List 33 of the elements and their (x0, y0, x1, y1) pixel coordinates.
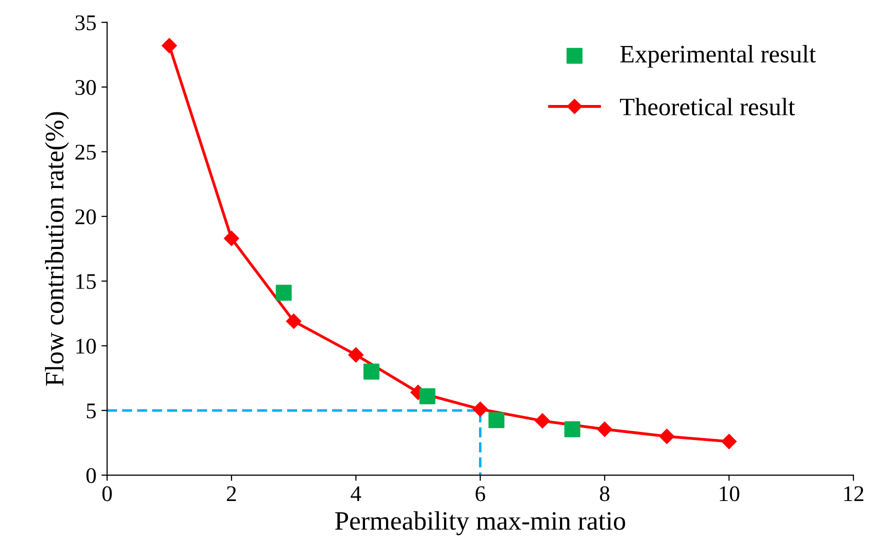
point (597, 422, 612, 437)
point (564, 421, 580, 438)
x-tick-label: 8 (600, 486, 610, 502)
x-axis-title: Permeability max-min ratio (335, 511, 626, 536)
x-tick-label: 6 (476, 486, 486, 502)
point (488, 412, 504, 428)
x-tick-label: 12 (844, 486, 864, 501)
point (419, 388, 436, 404)
x-tick-label: 0 (102, 486, 112, 502)
point (162, 38, 177, 54)
legend-label: Experimental result (620, 45, 816, 68)
y-axis-title: Flow contribution rate(%) (44, 112, 69, 386)
point (659, 428, 674, 444)
point (721, 434, 737, 450)
point (286, 314, 302, 329)
y-tick-label: 10 (76, 338, 96, 354)
point (276, 284, 292, 301)
y-tick-label: 15 (76, 274, 96, 290)
point (534, 413, 550, 428)
x-tick-label: 4 (350, 486, 362, 501)
y-tick-label: 30 (76, 80, 96, 95)
legend-label: Theoretical result (620, 98, 795, 116)
point (472, 402, 488, 417)
point (363, 364, 380, 380)
y-tick-label: 5 (86, 404, 96, 418)
y-tick-label: 35 (76, 15, 96, 30)
point (224, 230, 240, 246)
x-tick-label: 10 (720, 486, 740, 502)
y-tick-label: 0 (86, 468, 96, 484)
x-tick-label: 2 (226, 486, 236, 501)
y-tick-label: 20 (75, 209, 96, 224)
y-tick-label: 25 (75, 144, 96, 160)
point (348, 347, 364, 362)
